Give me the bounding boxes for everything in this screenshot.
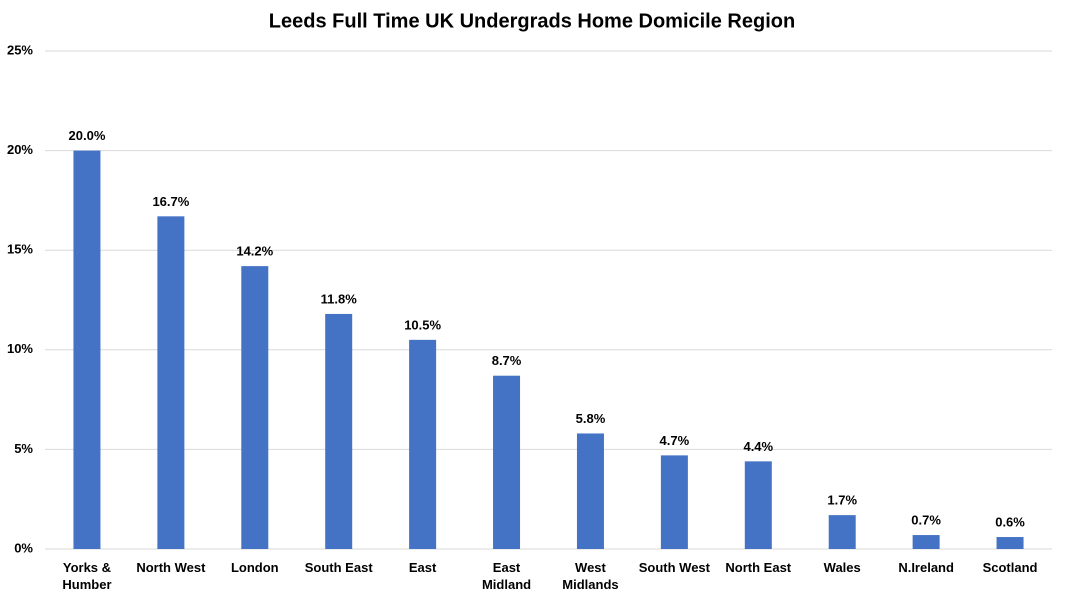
x-tick-label: North West xyxy=(136,560,206,575)
data-label: 10.5% xyxy=(404,317,441,332)
x-tick-label: South East xyxy=(304,560,373,575)
x-tick-label: Scotland xyxy=(982,560,1038,575)
x-tick-label: East Midland xyxy=(481,560,532,592)
bar xyxy=(493,375,521,549)
data-label: 0.7% xyxy=(911,512,941,527)
bar xyxy=(325,313,353,549)
data-label: 4.4% xyxy=(743,439,773,454)
bar xyxy=(157,216,185,549)
bar xyxy=(241,266,269,549)
bar xyxy=(409,339,437,549)
x-tick-label: South West xyxy=(638,560,710,575)
bar xyxy=(576,433,604,549)
bar xyxy=(660,455,688,549)
data-label: 8.7% xyxy=(492,353,522,368)
data-label: 4.7% xyxy=(660,433,690,448)
data-label: 20.0% xyxy=(69,128,106,143)
bar xyxy=(996,537,1024,549)
data-label: 16.7% xyxy=(152,194,189,209)
y-tick-label: 0% xyxy=(14,540,33,555)
bar xyxy=(828,515,856,549)
bar xyxy=(912,535,940,549)
chart-title: Leeds Full Time UK Undergrads Home Domic… xyxy=(269,10,795,32)
x-tick-label: North East xyxy=(725,560,792,575)
y-tick-label: 10% xyxy=(7,341,33,356)
bar xyxy=(73,150,101,549)
x-tick-label: N.Ireland xyxy=(898,560,954,575)
y-tick-label: 20% xyxy=(7,142,33,157)
x-tick-label: West Midlands xyxy=(562,560,619,592)
bar xyxy=(744,461,772,549)
x-tick-label: Wales xyxy=(823,560,861,575)
x-tick-label: Yorks & Humber xyxy=(62,560,112,592)
data-label: 14.2% xyxy=(236,244,273,259)
y-tick-label: 5% xyxy=(14,441,33,456)
data-label: 0.6% xyxy=(995,514,1025,529)
x-tick-label: London xyxy=(230,560,279,575)
data-label: 5.8% xyxy=(576,411,606,426)
x-tick-label: East xyxy=(408,560,437,575)
data-label: 1.7% xyxy=(827,493,857,508)
data-label: 11.8% xyxy=(321,291,358,306)
y-tick-label: 25% xyxy=(7,42,33,57)
y-tick-label: 15% xyxy=(7,242,33,257)
